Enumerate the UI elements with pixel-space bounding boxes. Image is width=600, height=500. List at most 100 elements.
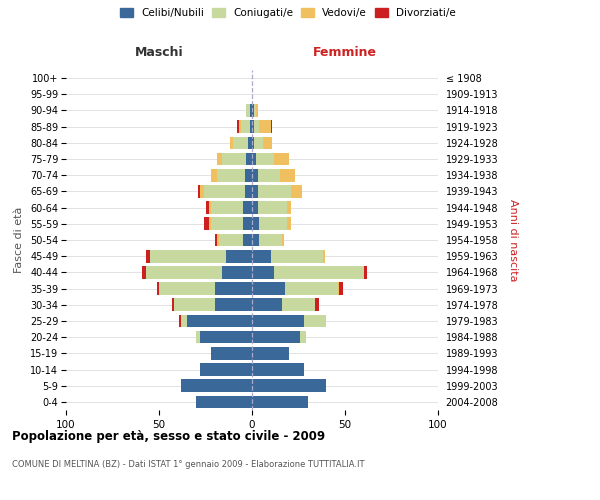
Bar — [252, 266, 274, 278]
Bar — [181, 314, 187, 328]
Bar — [259, 234, 282, 246]
Bar — [364, 266, 367, 278]
Bar — [263, 136, 272, 149]
Bar — [209, 218, 211, 230]
Bar — [217, 234, 218, 246]
Bar — [282, 298, 315, 311]
Bar — [259, 120, 271, 133]
Bar — [146, 266, 222, 278]
Bar — [257, 169, 280, 181]
Bar — [198, 185, 200, 198]
Bar — [215, 298, 252, 311]
Bar — [222, 266, 252, 278]
Bar — [252, 380, 326, 392]
Bar — [252, 169, 257, 181]
Bar — [150, 250, 226, 262]
Bar — [174, 298, 215, 311]
Bar — [252, 234, 259, 246]
Bar — [159, 282, 215, 295]
Bar — [211, 218, 242, 230]
Bar — [252, 185, 257, 198]
Y-axis label: Fasce di età: Fasce di età — [14, 207, 25, 273]
Bar — [179, 314, 181, 328]
Bar — [200, 331, 252, 344]
Bar — [287, 218, 291, 230]
Bar — [252, 136, 254, 149]
Bar — [252, 314, 304, 328]
Bar — [252, 282, 286, 295]
Bar — [245, 169, 252, 181]
Bar — [211, 347, 252, 360]
Legend: Celibi/Nubili, Coniugati/e, Vedovi/e, Divorziati/e: Celibi/Nubili, Coniugati/e, Vedovi/e, Di… — [117, 5, 459, 21]
Text: Popolazione per età, sesso e stato civile - 2009: Popolazione per età, sesso e stato civil… — [12, 430, 325, 443]
Bar — [257, 185, 291, 198]
Bar — [203, 218, 209, 230]
Bar — [215, 282, 252, 295]
Bar — [256, 104, 257, 117]
Text: Maschi: Maschi — [134, 46, 184, 59]
Bar — [245, 185, 252, 198]
Bar — [338, 282, 340, 295]
Bar — [252, 347, 289, 360]
Bar — [274, 266, 364, 278]
Bar — [259, 218, 287, 230]
Bar — [250, 104, 252, 117]
Bar — [211, 202, 242, 214]
Bar — [282, 234, 284, 246]
Bar — [237, 120, 239, 133]
Bar — [252, 120, 254, 133]
Bar — [254, 104, 256, 117]
Bar — [315, 298, 319, 311]
Bar — [205, 202, 209, 214]
Bar — [252, 218, 259, 230]
Bar — [146, 250, 150, 262]
Bar — [218, 234, 242, 246]
Bar — [301, 331, 306, 344]
Bar — [209, 202, 211, 214]
Bar — [217, 169, 245, 181]
Bar — [157, 282, 159, 295]
Bar — [196, 396, 252, 408]
Y-axis label: Anni di nascita: Anni di nascita — [508, 198, 518, 281]
Bar — [271, 120, 272, 133]
Bar — [252, 250, 271, 262]
Bar — [181, 380, 252, 392]
Bar — [239, 120, 241, 133]
Bar — [252, 396, 308, 408]
Bar — [242, 218, 252, 230]
Bar — [242, 202, 252, 214]
Bar — [274, 152, 289, 166]
Bar — [271, 250, 323, 262]
Bar — [200, 185, 203, 198]
Bar — [254, 136, 263, 149]
Text: Femmine: Femmine — [313, 46, 377, 59]
Bar — [252, 298, 282, 311]
Bar — [291, 185, 302, 198]
Bar — [142, 266, 146, 278]
Bar — [215, 234, 217, 246]
Bar — [252, 202, 257, 214]
Bar — [340, 282, 343, 295]
Bar — [256, 152, 274, 166]
Bar — [242, 234, 252, 246]
Bar — [250, 120, 252, 133]
Bar — [211, 169, 217, 181]
Bar — [247, 152, 252, 166]
Bar — [200, 363, 252, 376]
Bar — [254, 120, 259, 133]
Bar — [247, 104, 250, 117]
Bar — [252, 331, 301, 344]
Text: COMUNE DI MELTINA (BZ) - Dati ISTAT 1° gennaio 2009 - Elaborazione TUTTITALIA.IT: COMUNE DI MELTINA (BZ) - Dati ISTAT 1° g… — [12, 460, 365, 469]
Bar — [257, 202, 287, 214]
Bar — [203, 185, 245, 198]
Bar — [187, 314, 252, 328]
Bar — [252, 152, 256, 166]
Bar — [280, 169, 295, 181]
Bar — [196, 331, 200, 344]
Bar — [241, 120, 250, 133]
Bar — [217, 152, 222, 166]
Bar — [252, 104, 254, 117]
Bar — [323, 250, 325, 262]
Bar — [286, 282, 338, 295]
Bar — [252, 363, 304, 376]
